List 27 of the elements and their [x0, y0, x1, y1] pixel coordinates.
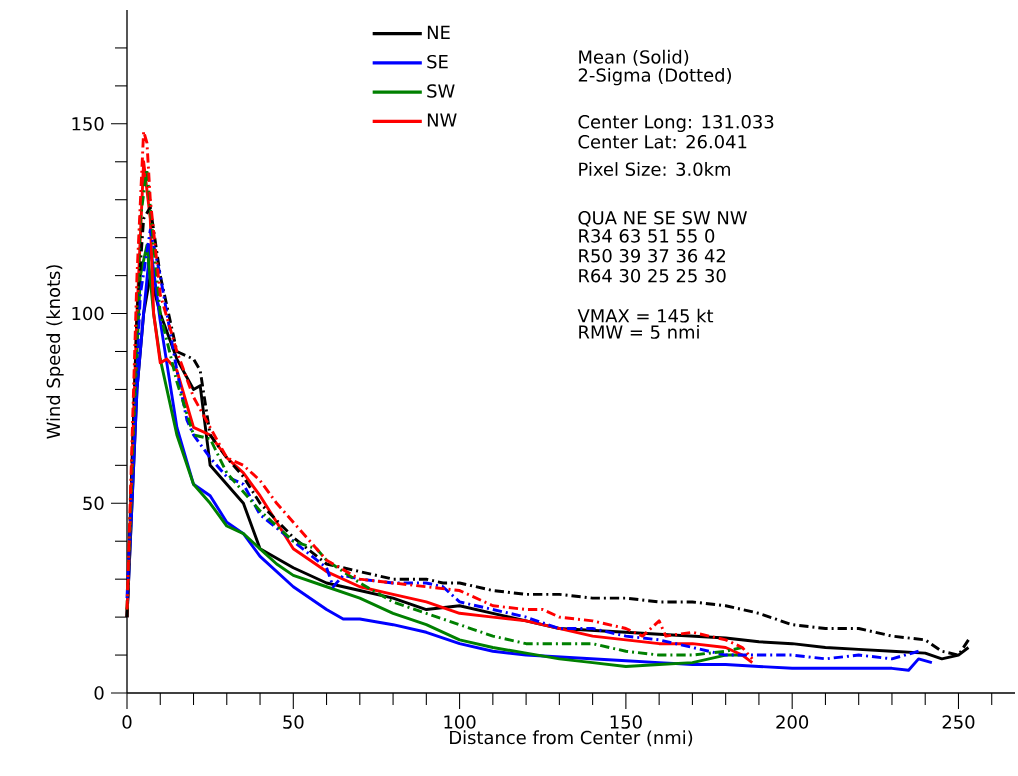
x-axis-title: Distance from Center (nmi)	[450, 730, 693, 747]
y-tick-label: 100	[72, 306, 104, 321]
annotation: Center Lat: 26.041	[578, 134, 747, 149]
annotation: Mean (Solid)	[579, 49, 689, 66]
x-tick-label: 50	[283, 715, 304, 729]
x-tick-label: 250	[942, 715, 975, 729]
x-tick-label: 200	[776, 715, 809, 729]
y-tick-label: 0	[94, 686, 104, 700]
annotation: RMW = 5 nmi	[579, 324, 699, 339]
annotation: R34 63 51 55 0	[579, 229, 715, 243]
annotation: VMAX = 145 kt	[577, 308, 714, 323]
y-axis-title: Wind Speed (knots)	[46, 265, 64, 439]
y-tick-label: 150	[72, 117, 104, 131]
annotation: R64 30 25 25 30	[579, 268, 726, 283]
x-tick-label: 100	[444, 715, 476, 729]
y-tick-label: 50	[83, 496, 104, 511]
x-tick-label: 150	[610, 715, 642, 729]
annotation: R50 39 37 36 42	[579, 248, 726, 263]
legend-label: NW	[427, 113, 457, 127]
annotation: 2-Sigma (Dotted)	[578, 67, 731, 86]
annotation: QUA NE SE SW NW	[578, 210, 747, 227]
legend-label: NE	[427, 25, 450, 39]
legend-label: SE	[427, 54, 448, 69]
annotation: Center Long: 131.033	[578, 115, 774, 133]
annotation: Pixel Size: 3.0km	[579, 162, 730, 176]
legend-label: SW	[427, 84, 455, 98]
x-tick-label: 0	[122, 715, 132, 729]
